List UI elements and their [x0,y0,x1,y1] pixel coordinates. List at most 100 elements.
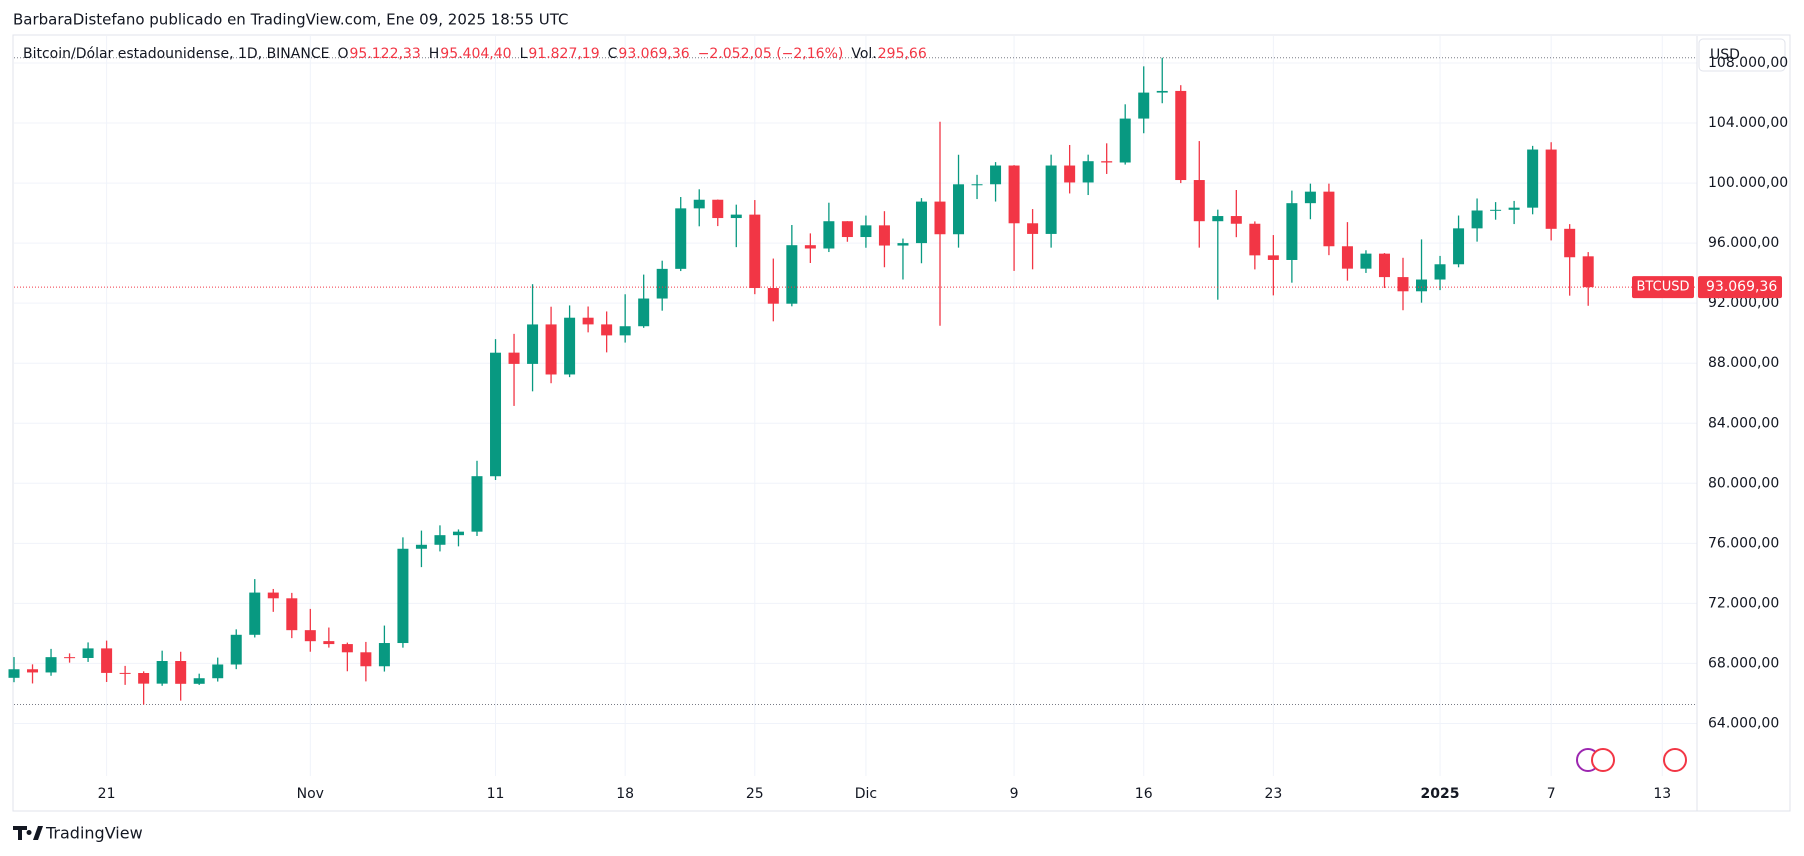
x-tick-label: 21 [98,786,116,802]
legend-ohlc-value: 93.069,36 [618,46,689,62]
x-tick-label: 7 [1547,786,1556,802]
candle-body [675,208,687,269]
legend-volume-label: Vol. [851,46,876,62]
legend-ohlc-label: L [520,46,528,62]
candle-body [471,476,483,532]
event-icons [1576,748,1687,772]
candle-body [1490,209,1502,211]
y-tick-label: 100.000,00 [1708,175,1788,191]
x-tick-label: 18 [616,786,634,802]
candle-body [378,643,390,667]
candle-body [175,661,187,684]
y-tick-label: 96.000,00 [1708,235,1779,251]
candle-body [508,352,520,364]
y-tick-label: 64.000,00 [1708,715,1779,731]
candle-body [1286,203,1298,260]
candle-body [1360,253,1372,269]
y-tick-label: 68.000,00 [1708,655,1779,671]
candle-body [638,298,650,327]
candle-body [323,641,335,645]
candle-body [267,592,279,599]
candle-body [415,544,427,549]
candle-body [804,245,816,249]
candle-body [82,648,94,658]
candle-body [1378,253,1390,278]
candle-body [1527,149,1539,208]
candle-body [1064,165,1076,183]
candle-body [601,324,613,336]
candle-body [953,184,965,235]
candle-body [897,243,909,246]
currency-button[interactable] [1698,38,1786,72]
candle-body [1397,277,1409,292]
candle-body [1304,191,1316,204]
brand: TradingView [45,824,143,843]
candle-body [45,657,57,673]
y-tick-label: 80.000,00 [1708,475,1779,491]
candle-body [360,652,372,667]
legend-volume: 295,66 [878,46,927,62]
candle-body [934,201,946,235]
y-tick-label: 84.000,00 [1708,415,1779,431]
candle-body [1267,255,1279,260]
grid [14,36,1697,776]
candle-body [1175,90,1187,181]
candle-body [286,598,298,631]
candle-body [230,634,242,665]
candle-body [749,214,761,289]
candle-body [452,531,464,536]
candle-body [1564,228,1576,258]
candle-body [490,352,502,477]
candle-body [971,184,983,186]
y-tick-label: 108.000,00 [1708,55,1788,71]
candle-body [730,214,742,219]
candle-body [1508,207,1520,210]
candle-body [1008,165,1020,224]
x-tick-label: 13 [1653,786,1671,802]
candle-body [101,648,113,673]
candle-body [1101,161,1113,163]
x-tick-label: 23 [1264,786,1282,802]
candle-body [767,288,779,304]
legend-ohlc-label: H [429,46,440,62]
legend-ohlc-value: 91.827,19 [528,46,599,62]
last-price-label: 93.069,36 [1706,279,1777,295]
y-tick-label: 88.000,00 [1708,355,1779,371]
currency-label: USD [1710,47,1740,63]
last-price-label-box [1698,276,1782,299]
candle-body [990,165,1002,185]
candle-body [527,324,539,364]
candle-body [823,221,835,249]
candle-body [8,669,20,678]
candle-body [1082,161,1094,183]
last-price-tag-box [1632,276,1694,299]
legend-symbol: Bitcoin/Dólar estadounidense, 1D, BINANC… [23,46,329,62]
legend-ohlc-value: 95.122,33 [350,46,421,62]
candle-body [249,592,261,635]
candle-body [564,317,576,375]
legend-ohlc-value: 95.404,40 [440,46,511,62]
candle-body [860,225,872,238]
x-tick-label: 25 [746,786,764,802]
candle-body [1119,118,1131,163]
legend-change: −2.052,05 (−2,16%) [698,46,844,62]
candle-body [1453,228,1465,265]
candle-body [786,245,798,304]
candle-body [304,630,316,642]
candle-body [1341,246,1353,269]
candle-body [915,201,927,244]
candle-body [1434,264,1446,280]
candle-body [1582,256,1594,288]
last-price-tag: BTCUSD [1637,280,1690,295]
y-tick-label: 92.000,00 [1708,295,1779,311]
x-tick-label: 11 [487,786,505,802]
candle-body [1471,210,1483,229]
candle-body [1193,180,1205,222]
candle-body [434,535,446,545]
candle-body [156,661,168,684]
candle-body [119,672,131,674]
candle-body [545,324,557,375]
attribution: BarbaraDistefano publicado en TradingVie… [13,11,568,29]
y-tick-label: 76.000,00 [1708,535,1779,551]
